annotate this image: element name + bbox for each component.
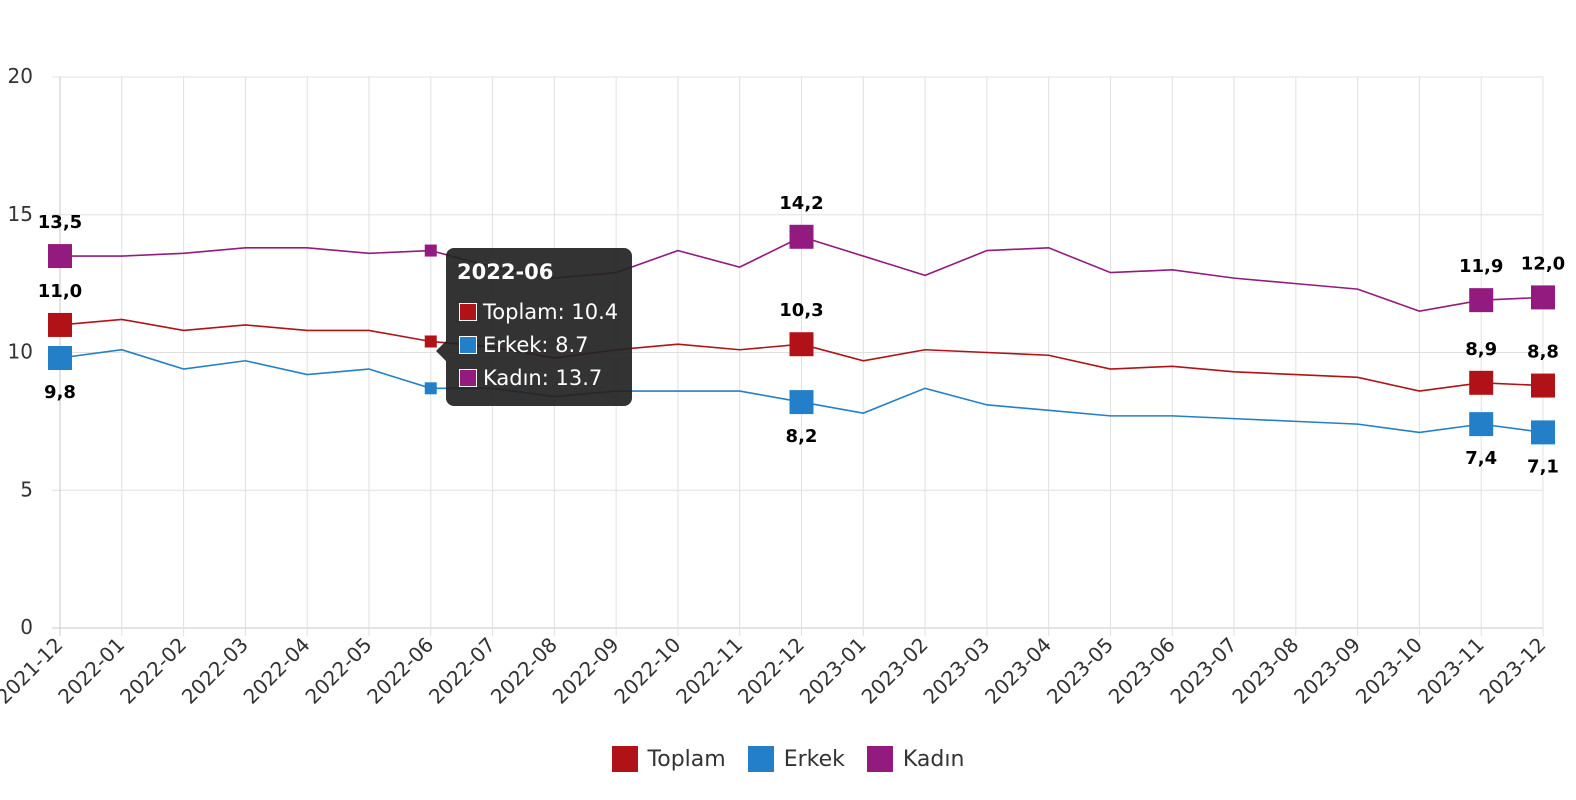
data-point-marker[interactable] [48,244,72,269]
x-axis: 2021-122022-012022-022022-032022-042022-… [0,633,1551,709]
x-tick-label: 2022-08 [486,633,562,709]
hovered-point-marker[interactable] [424,382,437,395]
x-tick-label: 2023-09 [1289,633,1365,709]
data-point-marker[interactable] [1469,288,1494,313]
data-point-marker[interactable] [789,332,814,357]
data-point-marker[interactable] [1469,370,1494,395]
data-point-marker[interactable] [1531,285,1555,310]
chart-grid [52,76,1544,636]
kadin-swatch-icon [459,369,477,387]
legend-label: Toplam [647,746,726,772]
x-tick-label: 2022-10 [609,633,685,709]
data-point-marker[interactable] [1531,420,1555,445]
x-tick-label: 2023-04 [980,633,1056,709]
erkek-legend-swatch-icon [747,746,774,772]
x-tick-label: 2022-02 [115,633,191,709]
tooltip-row-erkek: Erkek: 8.7 [459,333,589,357]
toplam-swatch-icon [459,303,477,321]
data-point-marker[interactable] [1469,412,1494,437]
data-point-marker[interactable] [48,312,72,337]
hovered-point-marker[interactable] [424,335,437,348]
x-tick-label: 2023-07 [1166,633,1242,709]
hovered-point-marker[interactable] [424,244,437,257]
chart-legend: Toplam Erkek Kadın [0,746,1576,772]
y-tick-label: 15 [8,202,33,226]
x-tick-label: 2023-10 [1351,633,1427,709]
x-tick-label: 2023-02 [857,633,933,709]
x-tick-label: 2023-01 [795,633,871,709]
x-tick-label: 2022-07 [424,633,500,709]
kadin-legend-swatch-icon [866,746,893,772]
legend-item-toplam[interactable]: Toplam [611,746,726,772]
data-point-marker[interactable] [789,224,814,249]
erkek-swatch-icon [459,336,477,354]
tooltip-row-toplam: Toplam: 10.4 [459,300,618,324]
x-tick-label: 2023-05 [1042,633,1118,709]
x-tick-label: 2021-12 [0,633,68,709]
data-label: 11,9 [1459,256,1503,277]
data-label: 8,2 [786,426,818,447]
data-label: 7,4 [1465,448,1497,469]
legend-item-kadin[interactable]: Kadın [866,746,965,772]
data-labels: 13,5 11,0 9,8 14,2 10,3 8,2 11,9 8,9 7,4 12,0 8,8 7… [38,193,1565,478]
x-tick-label: 2022-05 [300,633,376,709]
series-markers[interactable] [48,224,1555,445]
data-label: 7,1 [1527,456,1559,477]
data-label: 9,8 [44,382,76,403]
tooltip-row-text: Erkek: 8.7 [483,333,589,357]
data-point-marker[interactable] [1531,373,1555,398]
y-tick-label: 10 [8,340,33,364]
y-tick-label: 0 [20,615,33,639]
y-tick-label: 20 [8,64,33,88]
x-tick-label: 2023-12 [1474,633,1550,709]
tooltip-title: 2022-06 [457,260,554,284]
x-tick-label: 2022-04 [239,633,315,709]
data-label: 12,0 [1521,253,1565,274]
x-tick-label: 2023-11 [1413,633,1489,709]
legend-label: Kadın [902,746,965,772]
data-label: 10,3 [779,300,823,321]
tooltip-row-text: Toplam: 10.4 [483,300,619,324]
x-tick-label: 2023-03 [918,633,994,709]
x-tick-label: 2022-12 [733,633,809,709]
data-point-marker[interactable] [789,390,814,415]
x-tick-label: 2022-09 [548,633,624,709]
data-label: 8,9 [1465,339,1497,360]
x-tick-label: 2022-01 [53,633,129,709]
x-tick-label: 2023-06 [1104,633,1180,709]
x-tick-label: 2023-08 [1227,633,1303,709]
tooltip-row-text: Kadın: 13.7 [483,366,603,390]
y-axis: 0 5 10 15 20 [8,64,33,639]
x-tick-label: 2022-03 [177,633,253,709]
data-label: 11,0 [38,281,82,302]
y-tick-label: 5 [20,477,33,501]
x-tick-label: 2022-06 [362,633,438,709]
tooltip-row-kadin: Kadın: 13.7 [459,366,602,390]
data-point-marker[interactable] [48,346,72,371]
data-label: 13,5 [38,212,82,233]
toplam-legend-swatch-icon [611,746,638,772]
data-label: 14,2 [779,193,823,214]
chart-tooltip: 2022-06 Toplam: 10.4 Erkek: 8.7 Kadın: 1… [436,248,632,406]
legend-item-erkek[interactable]: Erkek [747,746,845,772]
x-tick-label: 2022-11 [671,633,747,709]
legend-label: Erkek [783,746,845,772]
data-label: 8,8 [1527,342,1559,363]
